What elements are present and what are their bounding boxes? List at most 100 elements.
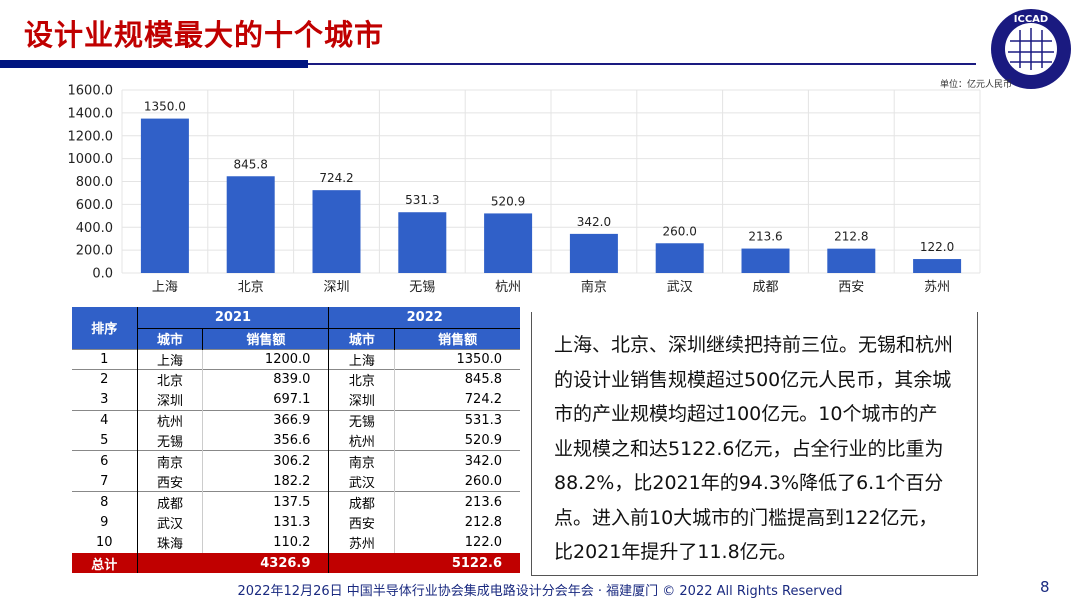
bar — [484, 213, 533, 273]
logo-text: ICCAD — [1014, 14, 1048, 25]
city-2021: 上海 — [136, 348, 203, 370]
data-label: 520.9 — [491, 194, 525, 208]
rank: 10 — [95, 535, 113, 551]
bar — [226, 176, 275, 273]
city-2022: 上海 — [328, 348, 395, 370]
bar — [398, 212, 447, 273]
sales-2021: 131.3 — [202, 512, 329, 533]
y-tick-label: 800.0 — [76, 175, 113, 190]
sales-2022: 1350.0 — [394, 348, 520, 370]
table-row: 6 南京 306.2 南京 342.0 — [72, 450, 520, 472]
table-row: 2 北京 839.0 北京 845.8 — [72, 368, 520, 390]
bar — [140, 118, 189, 273]
city-2021: 深圳 — [136, 389, 203, 411]
total-row: 总计 4326.9 5122.6 — [72, 552, 520, 574]
table-row: 4 杭州 366.9 无锡 531.3 — [72, 409, 520, 431]
unit-label: 单位：亿元人民币 — [940, 80, 1013, 90]
sales-2022: 342.0 — [394, 450, 520, 472]
data-label: 724.2 — [319, 171, 353, 185]
y-tick-label: 400.0 — [76, 221, 113, 236]
table-row: 7 西安 182.2 武汉 260.0 — [72, 471, 520, 492]
sales-2021: 110.2 — [202, 532, 329, 553]
y-tick-label: 1400.0 — [68, 106, 114, 121]
city-2021: 武汉 — [136, 512, 203, 533]
y-tick-label: 1000.0 — [68, 152, 114, 167]
sales-2021: 137.5 — [202, 491, 329, 513]
sales-2021: 839.0 — [202, 368, 329, 390]
rank: 9 — [100, 514, 109, 530]
bar — [913, 259, 962, 273]
table-row: 9 武汉 131.3 西安 212.8 — [72, 512, 520, 533]
city-2021: 珠海 — [136, 532, 203, 553]
sales-2022: 724.2 — [394, 389, 520, 411]
rank: 5 — [100, 433, 109, 448]
city-2022: 武汉 — [328, 471, 395, 492]
table-row: 1 上海 1200.0 上海 1350.0 — [72, 348, 520, 370]
table-row: 5 无锡 356.6 杭州 520.9 — [72, 430, 520, 451]
table-row: 8 成都 137.5 成都 213.6 — [72, 491, 520, 513]
city-2022: 北京 — [328, 368, 395, 390]
x-tick-label: 北京 — [238, 280, 264, 295]
rank: 2 — [72, 368, 138, 390]
x-tick-label: 上海 — [152, 280, 178, 295]
x-tick-label: 成都 — [752, 280, 778, 295]
city-header: 城市 — [328, 328, 395, 349]
iccad-logo: ICCAD — [991, 9, 1071, 89]
sales-2022: 260.0 — [394, 471, 520, 492]
y-tick-label: 600.0 — [76, 198, 113, 213]
total-2022: 5122.6 — [394, 552, 520, 574]
data-label: 122.0 — [920, 240, 954, 254]
sales-2021: 182.2 — [202, 471, 329, 492]
table-row: 10 珠海 110.2 苏州 122.0 — [72, 532, 520, 553]
table-row: 3 深圳 697.1 深圳 724.2 — [72, 389, 520, 411]
x-tick-label: 武汉 — [667, 280, 693, 295]
data-label: 260.0 — [663, 224, 697, 238]
city-2022: 南京 — [328, 450, 395, 472]
data-label: 342.0 — [577, 215, 611, 229]
page-title: 设计业规模最大的十个城市 — [24, 18, 385, 52]
rank: 3 — [100, 392, 109, 408]
bar — [827, 248, 876, 273]
city-2021: 西安 — [136, 471, 203, 492]
city-2021: 北京 — [136, 368, 203, 390]
rank: 4 — [72, 409, 138, 431]
y-tick-label: 200.0 — [76, 244, 113, 259]
data-label: 213.6 — [748, 230, 782, 244]
data-label: 1350.0 — [144, 100, 186, 114]
x-tick-label: 苏州 — [924, 279, 950, 295]
city-2021: 杭州 — [136, 409, 203, 431]
y-tick-label: 0.0 — [92, 267, 113, 282]
total-2021: 4326.9 — [202, 552, 329, 574]
data-label: 845.8 — [234, 157, 268, 171]
city-2021: 无锡 — [136, 430, 203, 451]
sales-2021: 356.6 — [202, 430, 329, 451]
rank: 7 — [100, 473, 109, 489]
x-tick-label: 南京 — [581, 279, 607, 295]
sales-header: 销售额 — [202, 328, 329, 349]
sales-2022: 212.8 — [394, 512, 520, 533]
x-tick-label: 杭州 — [495, 280, 521, 295]
header-divider-thin — [308, 63, 976, 65]
city-2021: 南京 — [136, 450, 203, 472]
city-2022: 成都 — [328, 491, 395, 513]
city-2022: 无锡 — [328, 409, 395, 431]
x-tick-label: 无锡 — [409, 280, 435, 295]
city-header: 城市 — [136, 328, 203, 349]
sales-2021: 697.1 — [202, 389, 329, 411]
sales-2022: 213.6 — [394, 491, 520, 513]
summary-text: 上海、北京、深圳继续把持前三位。无锡和杭州的设计业销售规模超过500亿元人民币，… — [531, 312, 978, 576]
x-tick-label: 西安 — [838, 280, 864, 295]
bar-chart: 0.0 200.0 400.0 600.0 800.0 1000.0 1200.0 1400.… — [68, 84, 981, 295]
data-label: 531.3 — [405, 193, 439, 207]
x-tick-label: 深圳 — [323, 280, 349, 295]
year-2022-header: 2022 — [328, 307, 520, 328]
sales-2022: 531.3 — [394, 409, 520, 431]
sales-2022: 122.0 — [394, 532, 520, 553]
bar — [569, 233, 618, 273]
y-tick-label: 1600.0 — [68, 84, 114, 99]
rank: 6 — [72, 450, 138, 472]
city-2022: 苏州 — [328, 532, 395, 553]
sales-2021: 1200.0 — [202, 348, 329, 370]
city-2022: 深圳 — [328, 389, 395, 411]
bar — [741, 248, 790, 273]
